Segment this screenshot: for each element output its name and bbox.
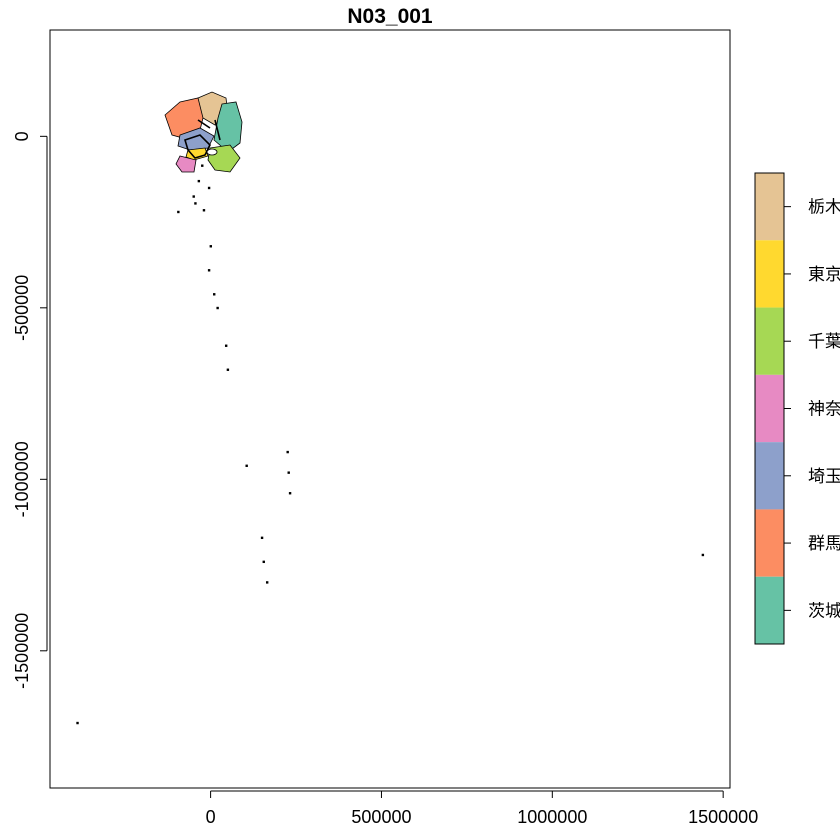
island-5 — [207, 269, 211, 272]
island-8 — [224, 344, 228, 347]
legend-swatch-1 — [755, 240, 784, 308]
island-12 — [287, 471, 290, 474]
y-tick-label-1: -500000 — [12, 275, 32, 341]
legend-label-1: 東京 — [808, 265, 840, 285]
plot-title: N03_001 — [347, 5, 433, 28]
municipal-boundaries — [184, 119, 221, 159]
legend-swatch-3 — [755, 374, 784, 443]
island-17 — [701, 553, 705, 557]
legend-swatch-2 — [755, 307, 784, 375]
legend-label-2: 千葉 — [808, 332, 840, 352]
island-3 — [202, 209, 206, 212]
island-markers — [76, 164, 705, 725]
y-tick-label-2: -1000000 — [12, 441, 32, 517]
island-18 — [76, 721, 79, 725]
kanto-region-map — [164, 91, 243, 173]
tokyo-bay — [206, 148, 218, 156]
island-9 — [226, 368, 230, 371]
legend-label-3: 神奈 — [808, 400, 840, 420]
y-axis: 0 -500000 -1000000 -1500000 — [12, 131, 48, 689]
region-shape-6 — [175, 155, 197, 173]
island-10 — [245, 464, 248, 467]
island-6 — [213, 293, 216, 296]
legend-swatch-6 — [755, 576, 784, 644]
region-shape-5 — [185, 147, 209, 161]
legend-frame — [754, 172, 785, 645]
x-tick-label-3: 1500000 — [688, 807, 758, 827]
legend-swatch-4 — [755, 442, 784, 510]
island-1 — [192, 195, 195, 198]
island-16 — [265, 581, 269, 584]
x-axis: 0 500000 1000000 1500000 — [206, 790, 758, 827]
y-tick-label-3: -1500000 — [12, 613, 32, 689]
island-11 — [286, 450, 289, 454]
map-layer — [49, 29, 731, 789]
island-4 — [209, 245, 213, 248]
island-14 — [260, 536, 264, 540]
island-20 — [201, 164, 204, 167]
plot-frame — [49, 29, 731, 789]
x-tick-label-1: 500000 — [351, 807, 411, 827]
island-19 — [207, 186, 211, 190]
y-tick-label-0: 0 — [12, 131, 32, 141]
x-tick-label-0: 0 — [206, 807, 216, 827]
legend-label-4: 埼玉 — [808, 467, 840, 487]
legend-swatch-0 — [755, 173, 784, 241]
island-7 — [216, 306, 219, 310]
x-tick-label-2: 1000000 — [517, 807, 587, 827]
island-21 — [194, 202, 197, 205]
island-2 — [177, 210, 180, 214]
island-13 — [288, 492, 292, 495]
island-0 — [197, 179, 201, 183]
legend-label-0: 栃木 — [808, 198, 840, 218]
legend-label-5: 群馬 — [808, 534, 840, 554]
legend-label-6: 茨城 — [808, 601, 840, 621]
legend-swatch-5 — [755, 509, 784, 577]
region-shape-2 — [213, 101, 243, 153]
island-15 — [262, 560, 265, 564]
